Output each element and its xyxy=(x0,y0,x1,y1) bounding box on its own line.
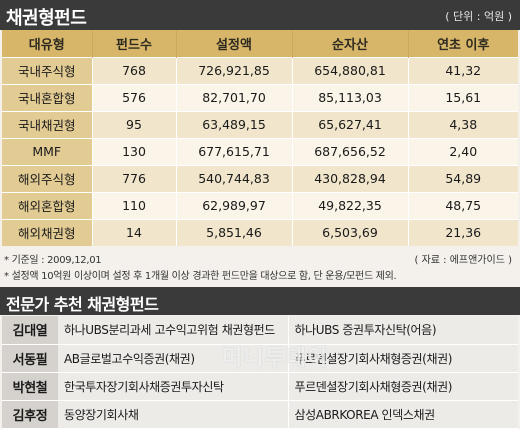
cell-net-assets: 654,880,81 xyxy=(292,56,409,84)
cell-type: 해외주식형 xyxy=(2,164,93,192)
table-row: 서동필 AB글로벌고수익증권(채권) 푸르덴셜장기회사채형증권(채권) xyxy=(2,344,518,373)
cell-ytd: 2,40 xyxy=(408,137,518,165)
cell-type: 국내혼합형 xyxy=(2,83,93,111)
recommended-fund-2: 푸르덴셜장기회사채형증권(채권) xyxy=(288,344,518,373)
expert-name: 서동필 xyxy=(2,344,58,373)
recommended-fund-2: 하나UBS 증권투자신탁(어음) xyxy=(288,316,518,345)
table-row: 해외혼합형 110 62,989,97 49,822,35 48,75 xyxy=(2,191,518,219)
table-header-row: 대유형 펀드수 설정액 순자산 연초 이후 xyxy=(2,30,518,57)
table-row: 해외주식형 776 540,744,83 430,828,94 54,89 xyxy=(2,164,518,192)
cell-ytd: 15,61 xyxy=(408,83,518,111)
table-row: 해외채권형 14 5,851,46 6,503,69 21,36 xyxy=(2,218,518,246)
recommended-fund-1: 동양장기회사채 xyxy=(58,400,289,429)
expert-name: 박현철 xyxy=(2,372,58,401)
cell-type: 국내주식형 xyxy=(2,56,93,84)
cell-count: 768 xyxy=(92,56,177,84)
cell-ytd: 48,75 xyxy=(408,191,518,219)
criteria-note: * 설정액 10억원 이상이며 설정 후 1개월 이상 경과한 펀드만을 대상으… xyxy=(4,271,397,282)
cell-setup: 540,744,83 xyxy=(176,164,293,192)
header-count: 펀드수 xyxy=(92,30,177,57)
section2-title: 전문가 추천 채권형펀드 xyxy=(6,295,159,314)
cell-count: 110 xyxy=(92,191,177,219)
base-date-note: * 기준일 : 2009,12,01 xyxy=(4,255,102,266)
recommended-fund-1: 하나UBS분리과세 고수익고위험 채권형펀드 xyxy=(58,316,289,345)
cell-ytd: 4,38 xyxy=(408,110,518,138)
cell-setup: 5,851,46 xyxy=(176,218,293,246)
section1-header: 채권형펀드 ( 단위 : 억원 ) xyxy=(0,0,520,30)
table-row: 박현철 한국투자장기회사채증권투자신탁 푸르덴셜장기회사채형증권(채권) xyxy=(2,372,518,401)
cell-setup: 63,489,15 xyxy=(176,110,293,138)
cell-ytd: 41,32 xyxy=(408,56,518,84)
source-note: ( 자료 : 에프앤가이드 ) xyxy=(414,255,513,266)
cell-net-assets: 430,828,94 xyxy=(292,164,409,192)
cell-count: 776 xyxy=(92,164,177,192)
cell-count: 576 xyxy=(92,83,177,111)
unit-label: ( 단위 : 억원 ) xyxy=(445,10,512,23)
header-setup: 설정액 xyxy=(176,30,293,57)
table-row: MMF 130 677,615,71 687,656,52 2,40 xyxy=(2,137,518,165)
recommended-fund-2: 삼성ABRKOREA 인덱스채권 xyxy=(288,400,518,429)
recommend-table: 김대열 하나UBS분리과세 고수익고위험 채권형펀드 하나UBS 증권투자신탁(… xyxy=(2,316,518,429)
recommended-fund-1: 한국투자장기회사채증권투자신탁 xyxy=(58,372,289,401)
recommended-fund-1: AB글로벌고수익증권(채권) xyxy=(58,344,289,373)
cell-type: MMF xyxy=(2,137,93,165)
cell-type: 해외채권형 xyxy=(2,218,93,246)
cell-type: 해외혼합형 xyxy=(2,191,93,219)
header-net-assets: 순자산 xyxy=(292,30,409,57)
cell-setup: 726,921,85 xyxy=(176,56,293,84)
cell-ytd: 21,36 xyxy=(408,218,518,246)
cell-ytd: 54,89 xyxy=(408,164,518,192)
cell-net-assets: 6,503,69 xyxy=(292,218,409,246)
section1-title: 채권형펀드 xyxy=(6,8,87,29)
table-row: 김후정 동양장기회사채 삼성ABRKOREA 인덱스채권 xyxy=(2,400,518,429)
bond-fund-table: 대유형 펀드수 설정액 순자산 연초 이후 국내주식형 768 726,921,… xyxy=(2,30,518,246)
cell-net-assets: 49,822,35 xyxy=(292,191,409,219)
cell-count: 95 xyxy=(92,110,177,138)
table-row: 국내혼합형 576 82,701,70 85,113,03 15,61 xyxy=(2,83,518,111)
cell-net-assets: 85,113,03 xyxy=(292,83,409,111)
header-ytd: 연초 이후 xyxy=(408,30,518,57)
table-row: 국내채권형 95 63,489,15 65,627,41 4,38 xyxy=(2,110,518,138)
expert-name: 김대열 xyxy=(2,316,58,345)
expert-name: 김후정 xyxy=(2,400,58,429)
cell-setup: 677,615,71 xyxy=(176,137,293,165)
cell-count: 14 xyxy=(92,218,177,246)
table-row: 김대열 하나UBS분리과세 고수익고위험 채권형펀드 하나UBS 증권투자신탁(… xyxy=(2,316,518,345)
cell-setup: 82,701,70 xyxy=(176,83,293,111)
cell-net-assets: 687,656,52 xyxy=(292,137,409,165)
cell-type: 국내채권형 xyxy=(2,110,93,138)
recommended-fund-2: 푸르덴셜장기회사채형증권(채권) xyxy=(288,372,518,401)
section2-header: 전문가 추천 채권형펀드 xyxy=(0,287,520,315)
cell-net-assets: 65,627,41 xyxy=(292,110,409,138)
table-row: 국내주식형 768 726,921,85 654,880,81 41,32 xyxy=(2,56,518,84)
cell-setup: 62,989,97 xyxy=(176,191,293,219)
header-type: 대유형 xyxy=(2,30,93,57)
cell-count: 130 xyxy=(92,137,177,165)
